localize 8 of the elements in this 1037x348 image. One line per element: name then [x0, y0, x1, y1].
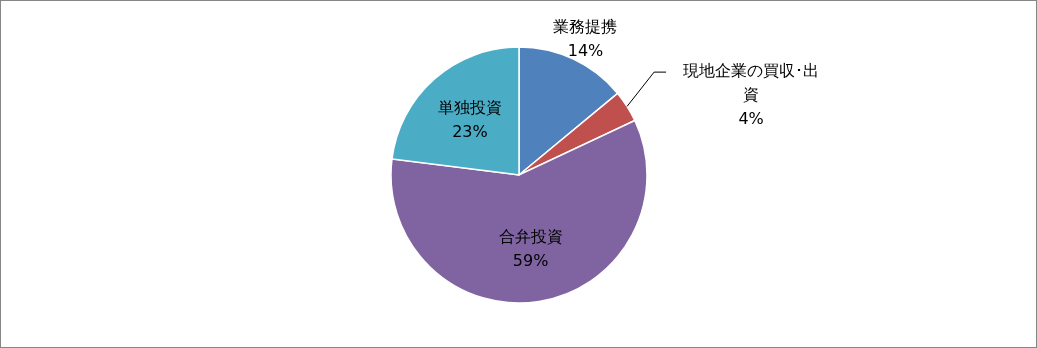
data-label: 14%: [567, 41, 604, 61]
data-label: 23%: [452, 122, 488, 142]
slice-label: 業務提携: [553, 17, 618, 37]
slice-label: 単独投資: [437, 98, 502, 118]
slice-label: 現地企業の買収･出資: [683, 61, 820, 105]
slice-label: 合弁投資: [498, 227, 563, 247]
data-label: 59%: [512, 251, 549, 271]
data-label: 4%: [738, 109, 764, 129]
